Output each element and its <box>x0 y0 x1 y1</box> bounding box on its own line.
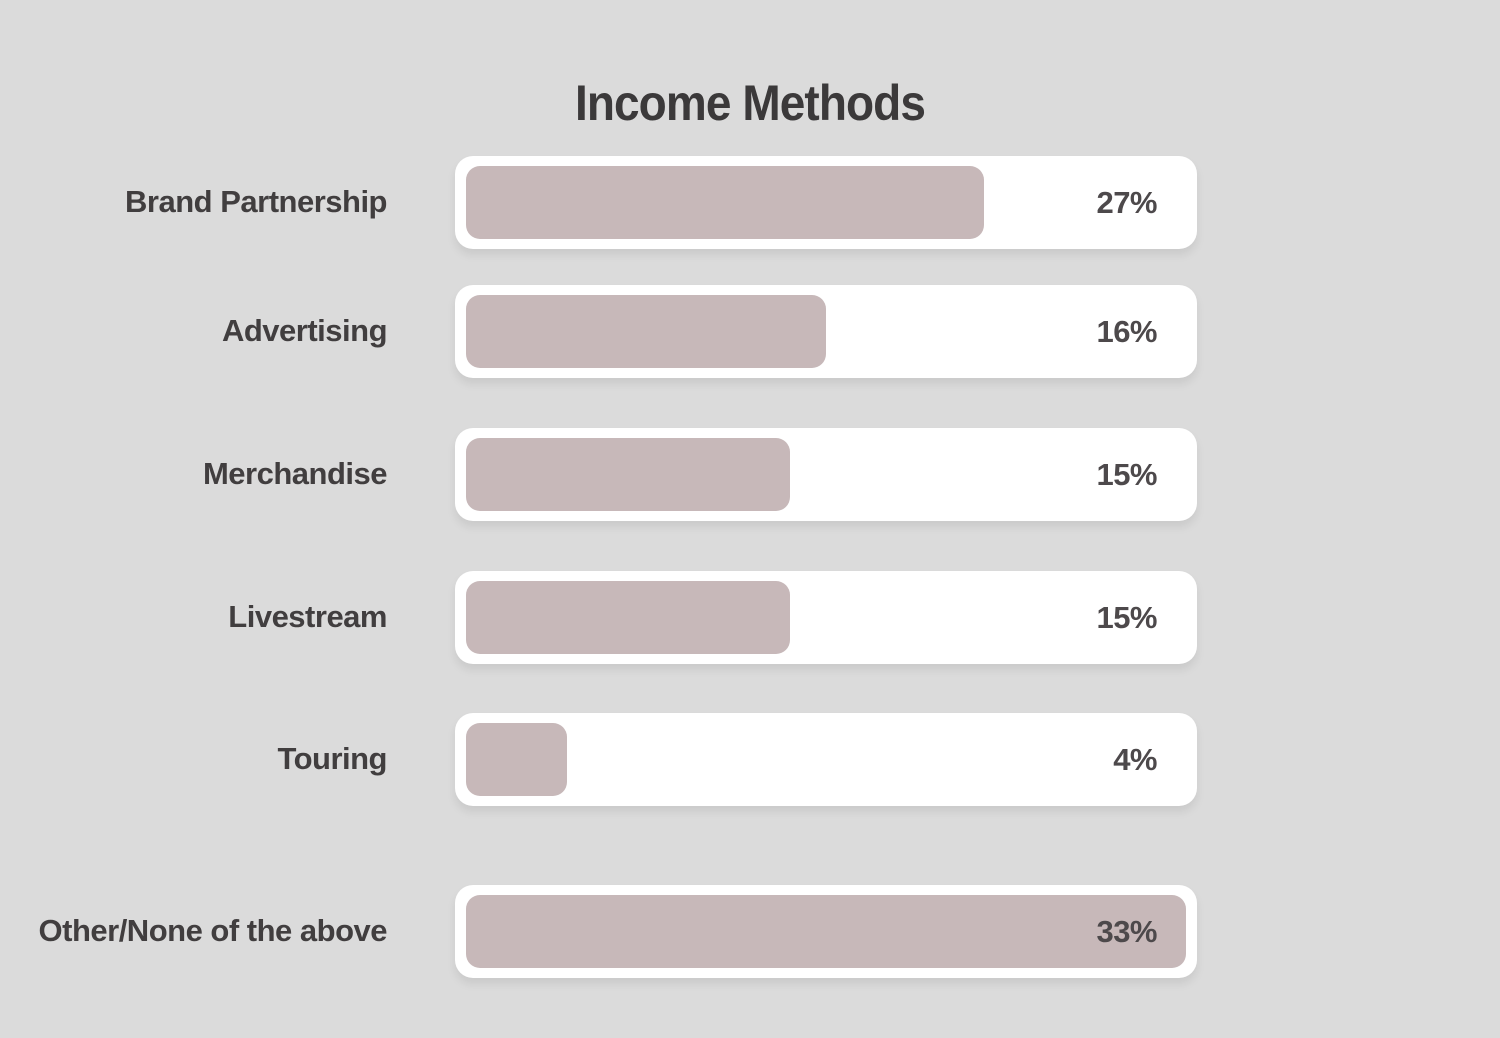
chart-title: Income Methods <box>574 75 926 131</box>
bar-value-label: 15% <box>1096 599 1157 635</box>
bar-fill <box>466 295 826 368</box>
bar-row: Other/None of the above 33% <box>0 885 1500 978</box>
bar-row: Advertising 16% <box>0 285 1500 378</box>
bar-category-label: Merchandise <box>202 456 388 492</box>
bar-row: Brand Partnership 27% <box>0 156 1500 249</box>
bar-fill <box>466 723 567 796</box>
bar-category-label: Livestream <box>228 599 387 635</box>
bar-row: Merchandise 15% <box>0 428 1500 521</box>
bar-row: Livestream 15% <box>0 571 1500 664</box>
income-methods-chart: Income Methods Brand Partnership 27% Adver… <box>0 75 1500 978</box>
bar-value-label: 16% <box>1096 313 1157 349</box>
bar-category-label: Other/None of the above <box>38 913 388 949</box>
bar-fill <box>466 581 790 654</box>
bar-track: 4% <box>455 713 1197 806</box>
bar-category-label: Brand Partnership <box>125 184 387 220</box>
bar-fill <box>466 438 790 511</box>
bar-rows: Brand Partnership 27% Advertising 16% Mercha… <box>0 156 1500 978</box>
bar-track: 33% <box>455 885 1197 978</box>
bar-row: Touring 4% <box>0 713 1500 806</box>
bar-fill <box>466 895 1186 968</box>
bar-track: 15% <box>455 571 1197 664</box>
bar-fill <box>466 166 985 239</box>
bar-category-label: Advertising <box>221 313 388 349</box>
bar-track: 16% <box>455 285 1197 378</box>
bar-value-label: 15% <box>1096 456 1157 492</box>
bar-value-label: 33% <box>1096 913 1157 949</box>
bar-track: 27% <box>455 156 1197 249</box>
bar-track: 15% <box>455 428 1197 521</box>
bar-value-label: 27% <box>1096 184 1157 220</box>
bar-value-label: 4% <box>1113 741 1157 777</box>
bar-category-label: Touring <box>277 741 387 777</box>
